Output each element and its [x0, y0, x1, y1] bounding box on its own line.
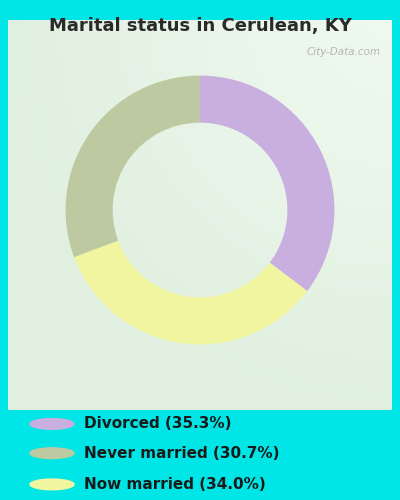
Circle shape — [30, 448, 74, 458]
Wedge shape — [74, 240, 307, 344]
Wedge shape — [66, 76, 200, 257]
Circle shape — [30, 418, 74, 430]
Text: Never married (30.7%): Never married (30.7%) — [84, 446, 280, 460]
Circle shape — [30, 479, 74, 490]
Wedge shape — [200, 76, 334, 291]
Text: Marital status in Cerulean, KY: Marital status in Cerulean, KY — [48, 18, 352, 36]
Text: Now married (34.0%): Now married (34.0%) — [84, 477, 266, 492]
Text: City-Data.com: City-Data.com — [306, 48, 380, 58]
Text: Divorced (35.3%): Divorced (35.3%) — [84, 416, 232, 432]
